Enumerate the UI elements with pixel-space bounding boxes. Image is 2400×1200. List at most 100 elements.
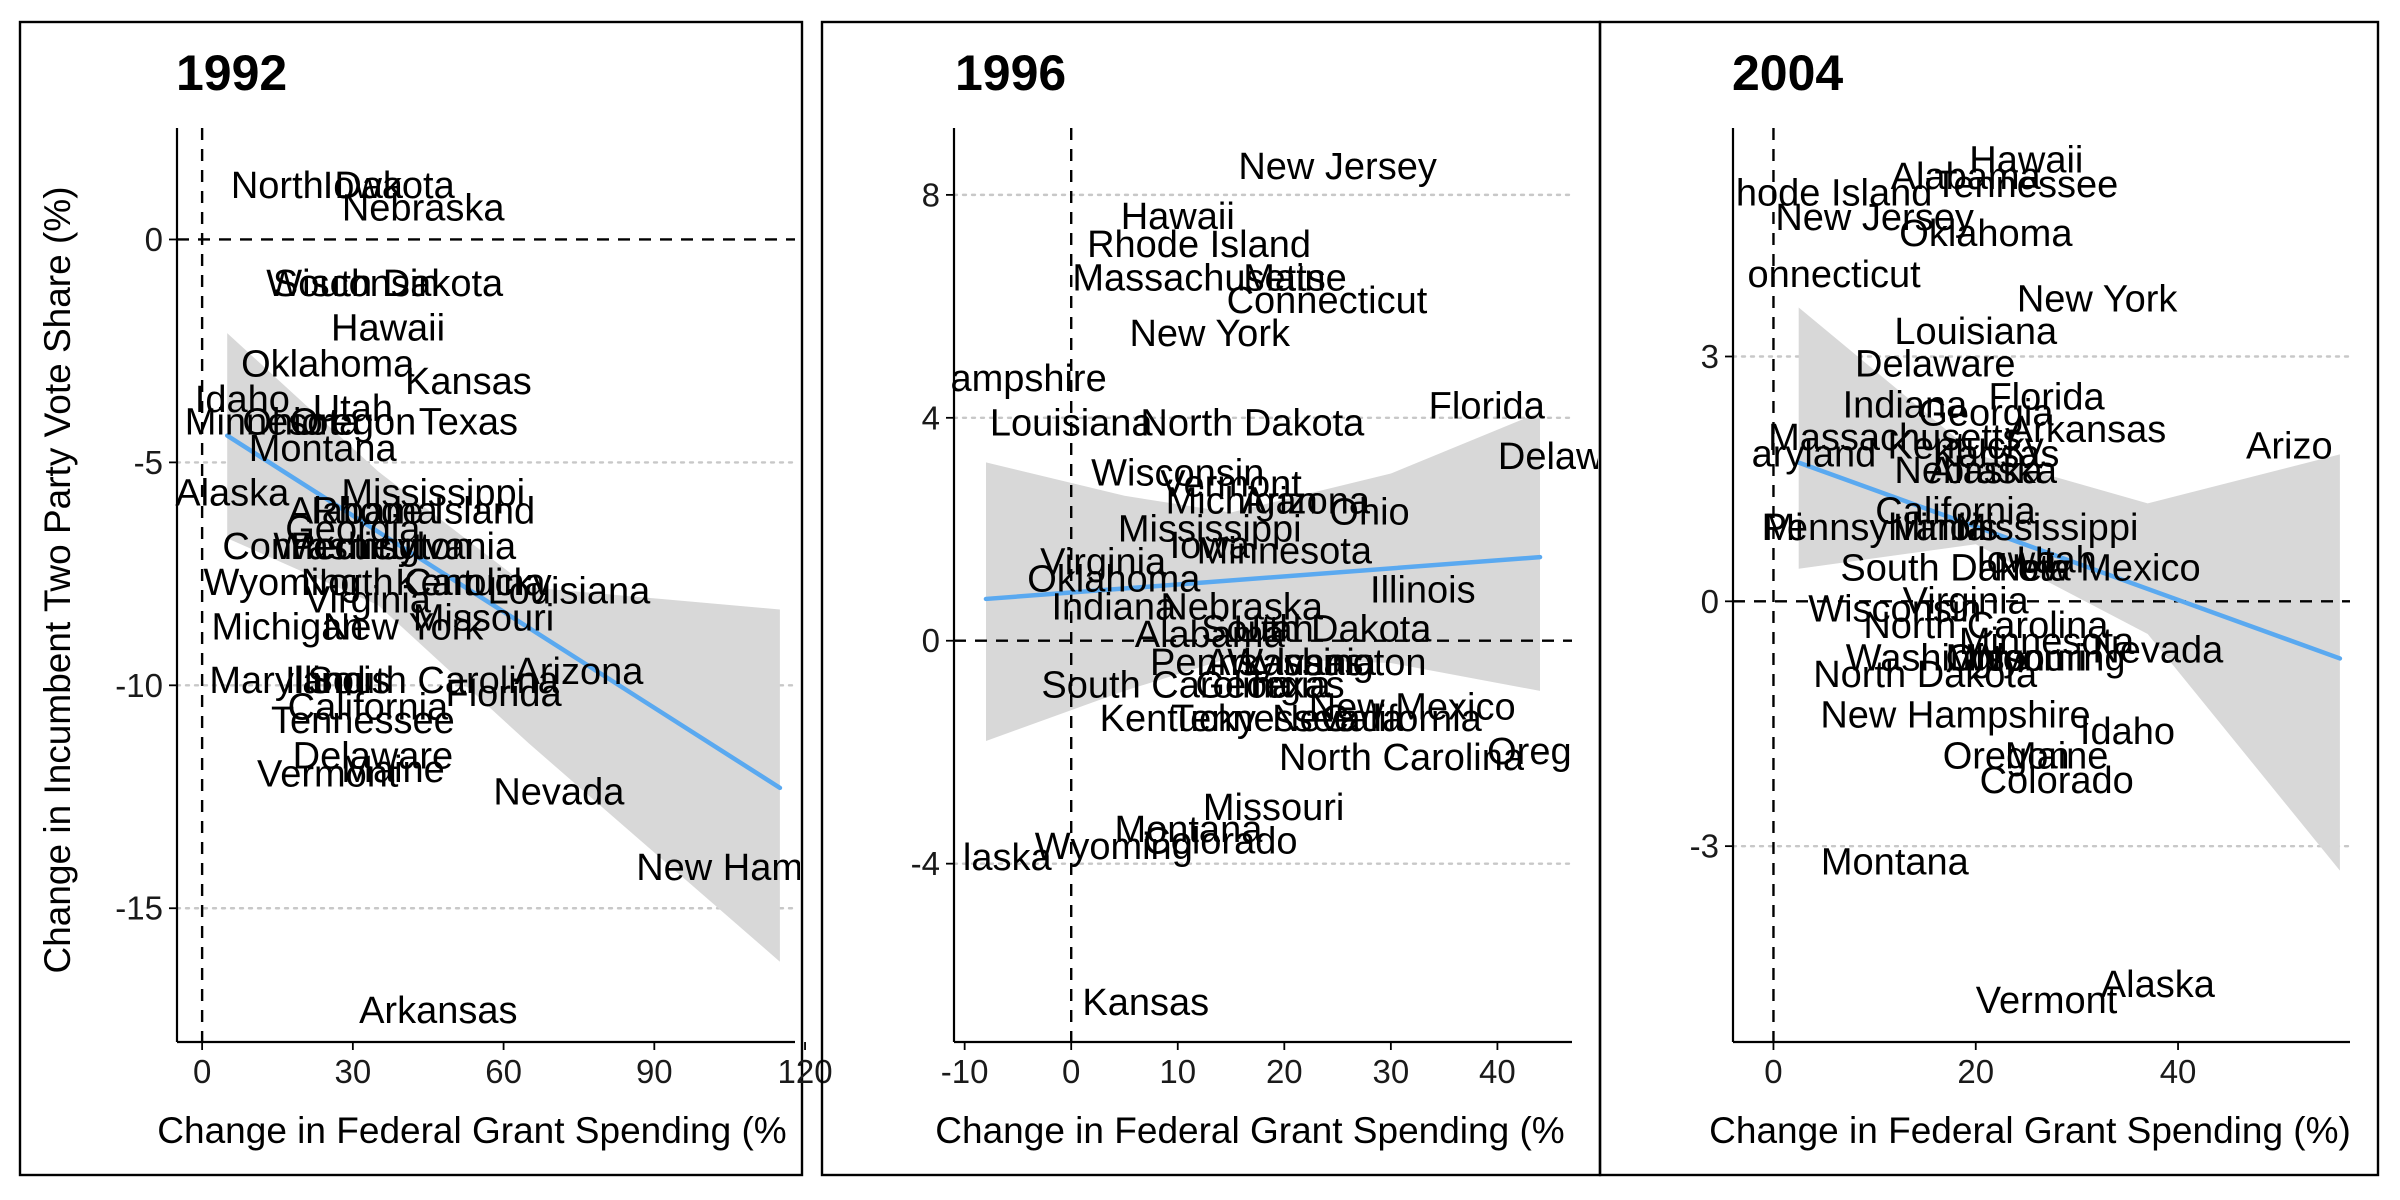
y-axis-title: Change in Incumbent Two Party Vote Share…	[37, 186, 78, 973]
state-label: New York	[2017, 278, 2179, 320]
state-label: Vermont	[1976, 980, 2118, 1022]
x-tick-label: 30	[334, 1053, 371, 1090]
state-label: Mississippi	[341, 473, 525, 515]
state-label: Georgia	[285, 508, 421, 550]
state-label: Tennessee	[1934, 164, 2118, 206]
state-label: Virginia	[1040, 542, 1167, 584]
state-label: South Dakota	[1201, 609, 1432, 651]
regression-line	[224, 433, 783, 791]
panel-title: 1992	[176, 45, 287, 101]
state-label: Minnesota	[185, 401, 361, 443]
state-label: Maine	[341, 749, 445, 791]
state-label: Massachusetts	[1768, 417, 2021, 459]
state-label: Arkansas	[1205, 642, 1363, 684]
x-tick-label: 30	[1373, 1053, 1410, 1090]
y-tick-label: -5	[134, 444, 163, 481]
state-label: Oklahoma	[1899, 213, 2073, 255]
state-label: Maine	[2005, 735, 2109, 777]
state-label: Texas	[1245, 664, 1344, 706]
state-label: Iowa	[1170, 525, 1251, 567]
state-label: Georgia	[1195, 664, 1331, 706]
state-label: Ohio	[242, 401, 322, 443]
state-label: Alabama	[1135, 614, 1286, 656]
state-label: Hawaii	[1969, 140, 2083, 182]
y-tick-label: -4	[911, 845, 940, 882]
y-tick-label: 0	[1701, 583, 1719, 620]
panel-1992-frame	[18, 20, 804, 1177]
state-label: Tennessee	[271, 700, 455, 742]
state-label: Massachusetts	[1072, 257, 1325, 299]
state-label: New Ham	[636, 847, 803, 889]
state-label: New York	[1129, 313, 1291, 355]
state-label: Delaw	[1498, 436, 1604, 478]
y-tick-label: -15	[115, 890, 163, 927]
state-label: Washington	[1846, 637, 2045, 679]
state-label: Louisiana	[990, 402, 1154, 444]
state-label: Washington	[1227, 642, 1426, 684]
x-tick-label: 120	[778, 1053, 833, 1090]
state-label: South Carolina	[308, 660, 560, 702]
state-label: Illinois	[1370, 570, 1476, 612]
state-label: Montana	[1821, 841, 1970, 883]
state-label: Alabama	[288, 490, 439, 532]
state-label: Nevada	[2092, 629, 2224, 671]
x-tick-label: 40	[2160, 1053, 2197, 1090]
state-label: Delaware	[1855, 344, 2016, 386]
state-label: Rhode Island	[311, 490, 535, 532]
regression-line	[1796, 460, 2343, 661]
state-label: New Mexico	[1994, 548, 2201, 590]
y-tick-label: 8	[922, 176, 940, 213]
state-label: Mississippi	[1955, 507, 2139, 549]
state-label: Oregon	[289, 401, 416, 443]
state-label: Hawaii	[1121, 196, 1235, 238]
state-label: Florida	[1429, 386, 1546, 428]
y-tick-label: 3	[1701, 338, 1719, 375]
state-label: hode Island	[1736, 172, 1933, 214]
y-tick-label: 4	[922, 399, 940, 436]
state-label: Wisconsin	[1808, 588, 1981, 630]
state-label: Louisiana	[488, 571, 652, 613]
state-label: Minnesota	[1197, 531, 1373, 573]
state-label: Nebraska	[1160, 586, 1323, 628]
state-label: New Mexico	[1309, 687, 1516, 729]
state-label: Vermont	[1160, 464, 1302, 506]
state-label: Kansas	[1933, 433, 2060, 475]
state-label: Idaho	[2080, 711, 2175, 753]
state-label: Nebraska	[1894, 450, 2057, 492]
state-label: Montana	[249, 428, 398, 470]
x-tick-label: 0	[1764, 1053, 1782, 1090]
state-label: Missouri	[1203, 787, 1344, 829]
x-tick-label: 0	[1062, 1053, 1080, 1090]
state-label: Mississippi	[1118, 508, 1302, 550]
state-label: Indiana	[1843, 384, 1969, 426]
state-label: Michigan	[211, 606, 363, 648]
state-label: Wisconsin	[1091, 453, 1264, 495]
x-tick-label: 40	[1479, 1053, 1516, 1090]
state-label: North Carolina	[301, 562, 547, 604]
state-label: Kentucky	[1887, 425, 2043, 467]
y-tick-label: 0	[922, 622, 940, 659]
state-label: Oklahoma	[1027, 558, 1201, 600]
state-label: Alaska	[175, 473, 290, 515]
state-label: Alaska	[1929, 450, 2044, 492]
state-label: Connecticut	[222, 526, 423, 568]
state-label: Mi	[1764, 507, 1804, 549]
x-tick-label: 90	[636, 1053, 673, 1090]
state-label: Michigan	[1166, 480, 1318, 522]
panel-title: 1996	[955, 45, 1066, 101]
state-label: Kansas	[405, 361, 532, 403]
state-label: South Carolina	[1041, 664, 1293, 706]
state-label: Maryland	[209, 660, 365, 702]
state-label: Kentucky	[1100, 698, 1256, 740]
state-label: Pennsylvania	[290, 526, 517, 568]
state-label: Pennsylvania	[1150, 642, 1377, 684]
state-label: Arkansas	[359, 990, 517, 1032]
state-label: Louisiana	[1894, 311, 2058, 353]
state-label: aryland	[1752, 433, 1877, 475]
state-label: Virginia	[305, 580, 432, 622]
state-label: Illinois	[285, 660, 391, 702]
state-label: Connecticut	[1227, 280, 1428, 322]
state-label: New Jersey	[1238, 146, 1437, 188]
